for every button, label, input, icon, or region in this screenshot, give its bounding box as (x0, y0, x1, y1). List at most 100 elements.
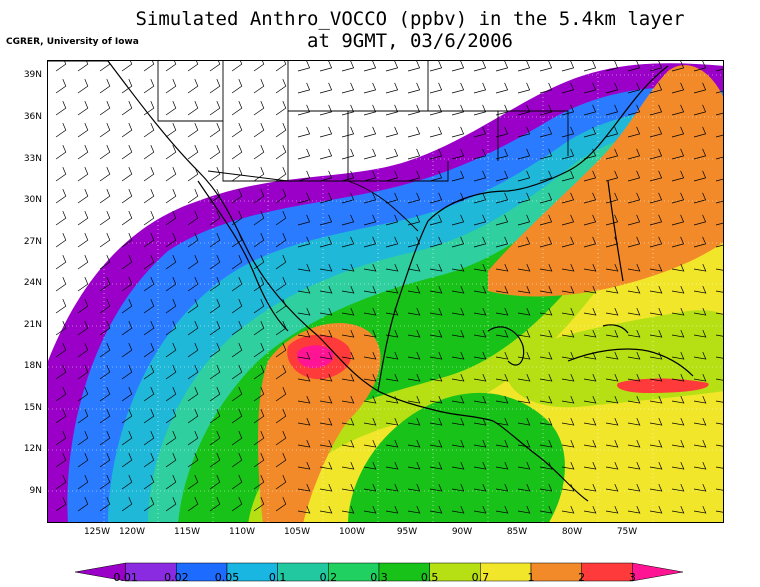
wind-barb (165, 342, 177, 358)
wind-barb (55, 474, 67, 490)
wind-barb (407, 329, 421, 338)
wind-barb (231, 144, 243, 160)
wind-barb (231, 254, 243, 270)
wind-barb (495, 395, 509, 404)
wind-barb (231, 452, 243, 468)
concentration-map (48, 61, 723, 522)
wind-barb (209, 166, 221, 182)
wind-barb (627, 505, 641, 514)
wind-barb (319, 170, 333, 182)
wind-barb (627, 329, 641, 338)
wind-barb (627, 439, 641, 448)
wind-barb (341, 61, 355, 72)
wind-barb (627, 148, 641, 160)
wind-barb (275, 232, 287, 248)
wind-barb (341, 395, 355, 404)
wind-barb (649, 307, 663, 316)
wind-barb (77, 100, 89, 116)
wind-barb (187, 496, 199, 512)
wind-barb (121, 496, 133, 512)
wind-barb (209, 254, 221, 270)
wind-barb (143, 474, 155, 490)
wind-barb (99, 254, 111, 270)
wind-barb (77, 320, 89, 336)
wind-barb (187, 298, 199, 314)
wind-barb (495, 148, 509, 160)
wind-barb (495, 351, 509, 360)
wind-barb (627, 285, 641, 294)
wind-barb (363, 82, 377, 94)
wind-barb (627, 461, 641, 470)
wind-barb (451, 417, 465, 426)
lat-label: 21N (23, 320, 42, 330)
wind-barb (693, 417, 707, 426)
wind-barb (407, 192, 421, 204)
wind-barb (77, 78, 89, 94)
wind-barb (429, 104, 443, 116)
wind-barb (143, 254, 155, 270)
wind-barb (55, 144, 67, 160)
wind-barb (627, 307, 641, 316)
wind-barb (561, 148, 575, 160)
wind-barb (363, 285, 377, 294)
wind-barb (187, 100, 199, 116)
wind-barb (385, 395, 399, 404)
lat-label: 9N (29, 486, 42, 496)
wind-barb (99, 100, 111, 116)
wind-barb (319, 126, 333, 138)
wind-barb (143, 342, 155, 358)
wind-barb (253, 254, 265, 270)
wind-barb (385, 439, 399, 448)
wind-barb (583, 307, 597, 316)
wind-barb (671, 483, 685, 492)
wind-barb (187, 474, 199, 490)
wind-barb (275, 496, 287, 512)
wind-barb (209, 144, 221, 160)
wind-barb (231, 298, 243, 314)
wind-barb (121, 320, 133, 336)
wind-barb (473, 148, 487, 160)
wind-barb (627, 483, 641, 492)
wind-barb (209, 298, 221, 314)
wind-barb (55, 408, 67, 424)
wind-barb (605, 417, 619, 426)
wind-barb (605, 461, 619, 470)
wind-barb (407, 236, 421, 248)
wind-barb (407, 307, 421, 316)
wind-barb (539, 214, 553, 226)
wind-barb (231, 496, 243, 512)
wind-barb (209, 496, 221, 512)
wind-barb (517, 329, 531, 338)
wind-barb (341, 351, 355, 360)
wind-barb (231, 342, 243, 358)
wind-barb (319, 329, 333, 338)
wind-barb (605, 285, 619, 294)
wind-barb (539, 417, 553, 426)
wind-barb (407, 214, 421, 226)
wind-barb (561, 192, 575, 204)
lat-label: 12N (23, 444, 42, 454)
wind-barb (121, 276, 133, 292)
wind-barb (715, 68, 723, 72)
lat-label: 15N (23, 403, 42, 413)
wind-barb (297, 307, 311, 316)
wind-barb (253, 100, 265, 116)
wind-barb (583, 483, 597, 492)
wind-barb (363, 461, 377, 470)
wind-barb (517, 307, 531, 316)
wind-barb (209, 232, 221, 248)
wind-barb (99, 276, 111, 292)
wind-barb (187, 276, 199, 292)
wind-barb (561, 170, 575, 182)
wind-barb (55, 342, 67, 358)
wind-barb (275, 210, 287, 226)
wind-barb (495, 307, 509, 316)
wind-barb (77, 474, 89, 490)
wind-barb (99, 78, 111, 94)
wind-barb (671, 395, 685, 404)
wind-barb (693, 329, 707, 338)
wind-barb (693, 461, 707, 470)
wind-barb (451, 148, 465, 160)
wind-barb (649, 351, 663, 360)
wind-barb (671, 192, 685, 204)
